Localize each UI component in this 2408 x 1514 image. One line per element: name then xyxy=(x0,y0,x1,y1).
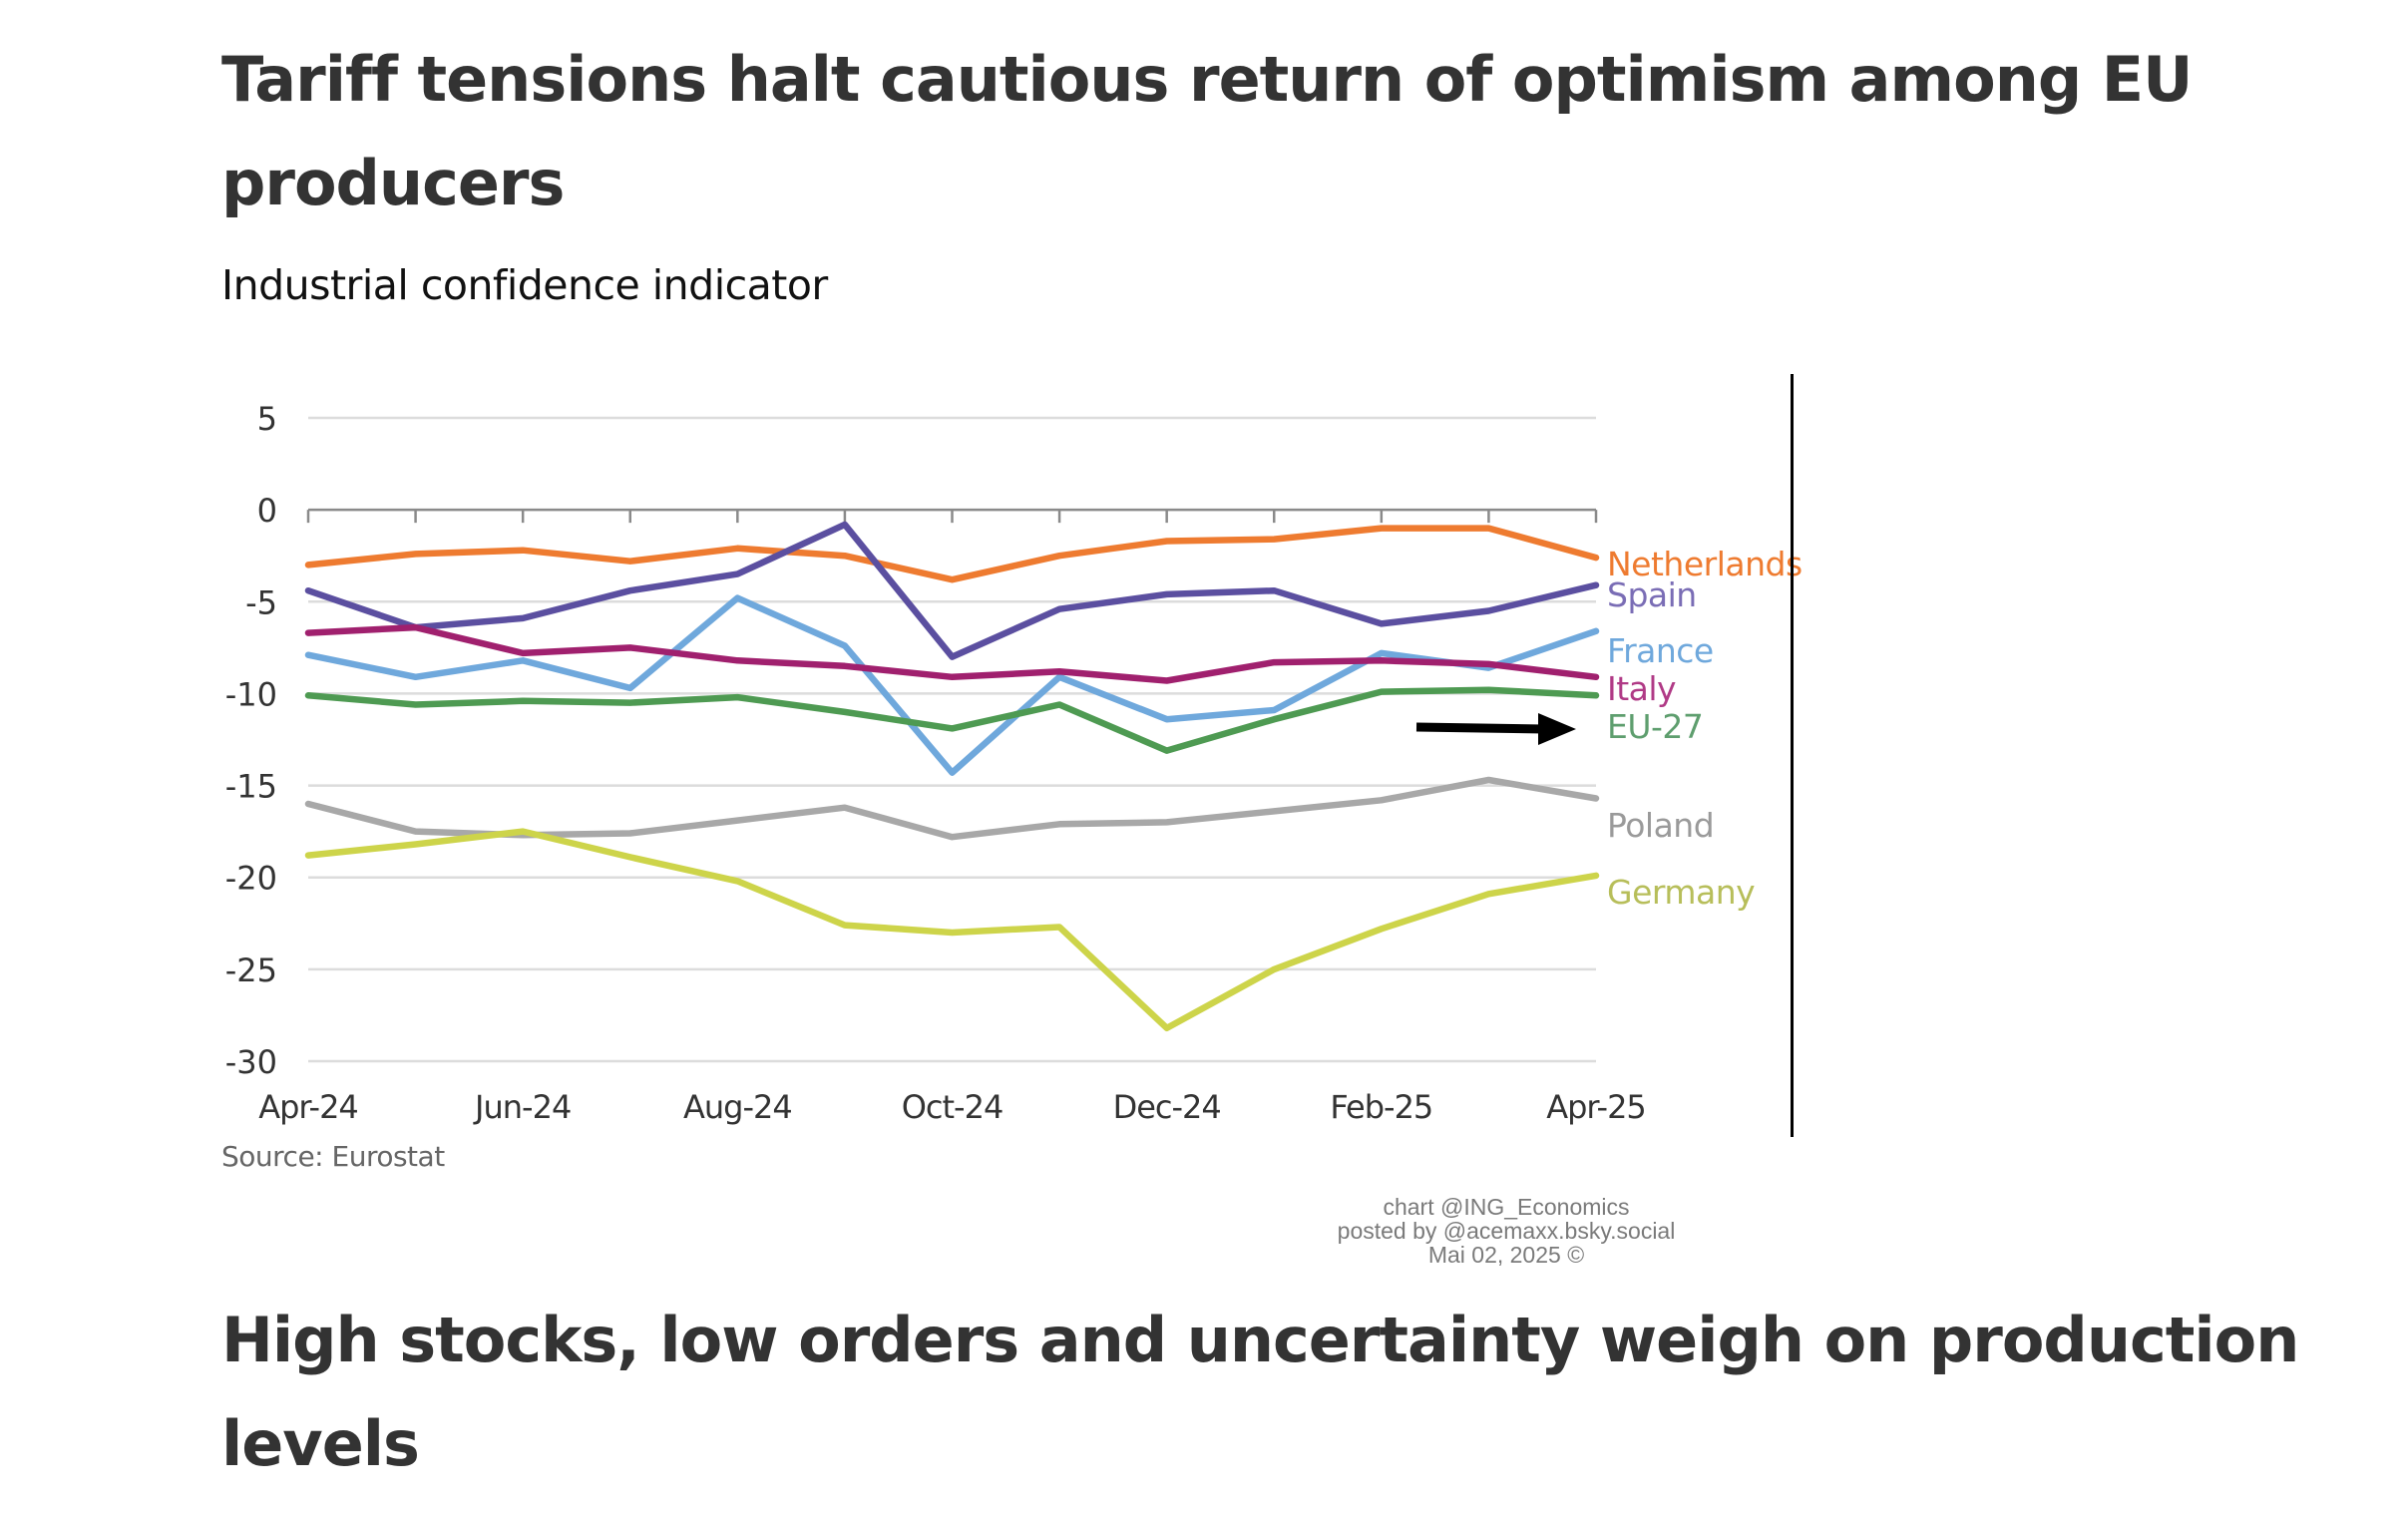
credit-block: chart @ING_Economics posted by @acemaxx.… xyxy=(1277,1195,1736,1267)
credit-line: chart @ING_Economics xyxy=(1383,1194,1630,1220)
y-tick-label: -15 xyxy=(225,768,277,806)
series-label-italy: Italy xyxy=(1607,669,1676,708)
series-line-poland xyxy=(304,776,1600,841)
annotation-arrow xyxy=(1415,713,1576,745)
arrow-head-icon xyxy=(1538,713,1576,745)
x-axis-tick-labels: Apr-24 Jun-24 Aug-24 Oct-24 Dec-24 Feb-25 Apr-… xyxy=(258,1088,1647,1126)
x-tick-label: Apr-25 xyxy=(1546,1088,1646,1126)
y-tick-label: -25 xyxy=(225,951,277,989)
series-label-germany: Germany xyxy=(1607,873,1755,912)
y-tick-label: -10 xyxy=(225,675,277,713)
x-tick-label: Oct-24 xyxy=(902,1088,1003,1126)
series-label-netherlands: Netherlands xyxy=(1607,545,1803,583)
series-line-germany xyxy=(304,828,1600,1032)
x-tick-label: Dec-24 xyxy=(1113,1088,1221,1126)
x-axis xyxy=(306,508,1598,524)
series-line-spain xyxy=(304,521,1600,660)
series-label-france: France xyxy=(1607,631,1714,670)
credit-line: Mai 02, 2025 © xyxy=(1427,1242,1585,1268)
page-heading: Tariff tensions halt cautious return of … xyxy=(221,43,2194,219)
y-tick-label: -30 xyxy=(225,1043,277,1081)
next-section-heading: High stocks, low orders and uncertainty … xyxy=(221,1304,2299,1480)
series-label-eu-27: EU-27 xyxy=(1607,707,1703,746)
series-lines xyxy=(304,521,1600,1032)
chart-source: Source: Eurostat xyxy=(221,1140,445,1173)
x-tick-label: Apr-24 xyxy=(258,1088,358,1126)
y-tick-label: -20 xyxy=(225,860,277,898)
series-label-spain: Spain xyxy=(1607,575,1697,614)
credit-line: posted by @acemaxx.bsky.social xyxy=(1337,1218,1676,1244)
series-label-poland: Poland xyxy=(1607,806,1714,845)
arrow-shaft xyxy=(1415,722,1545,734)
chart-title: Industrial confidence indicator xyxy=(221,261,828,309)
x-tick-label: Aug-24 xyxy=(683,1088,792,1126)
gridlines xyxy=(308,416,1596,1063)
x-tick-label: Jun-24 xyxy=(473,1088,571,1126)
y-axis-tick-labels: 5 0 -5 -10 -15 -20 -25 -30 xyxy=(225,400,277,1081)
series-line-italy xyxy=(304,623,1600,684)
series-line-netherlands xyxy=(304,525,1600,583)
divider-line xyxy=(1791,374,1794,1137)
series-line-france xyxy=(304,594,1600,776)
x-tick-label: Feb-25 xyxy=(1330,1088,1432,1126)
y-tick-label: 5 xyxy=(257,400,277,438)
y-tick-label: 0 xyxy=(257,492,277,530)
y-tick-label: -5 xyxy=(245,583,277,621)
series-line-eu-27 xyxy=(304,686,1600,754)
